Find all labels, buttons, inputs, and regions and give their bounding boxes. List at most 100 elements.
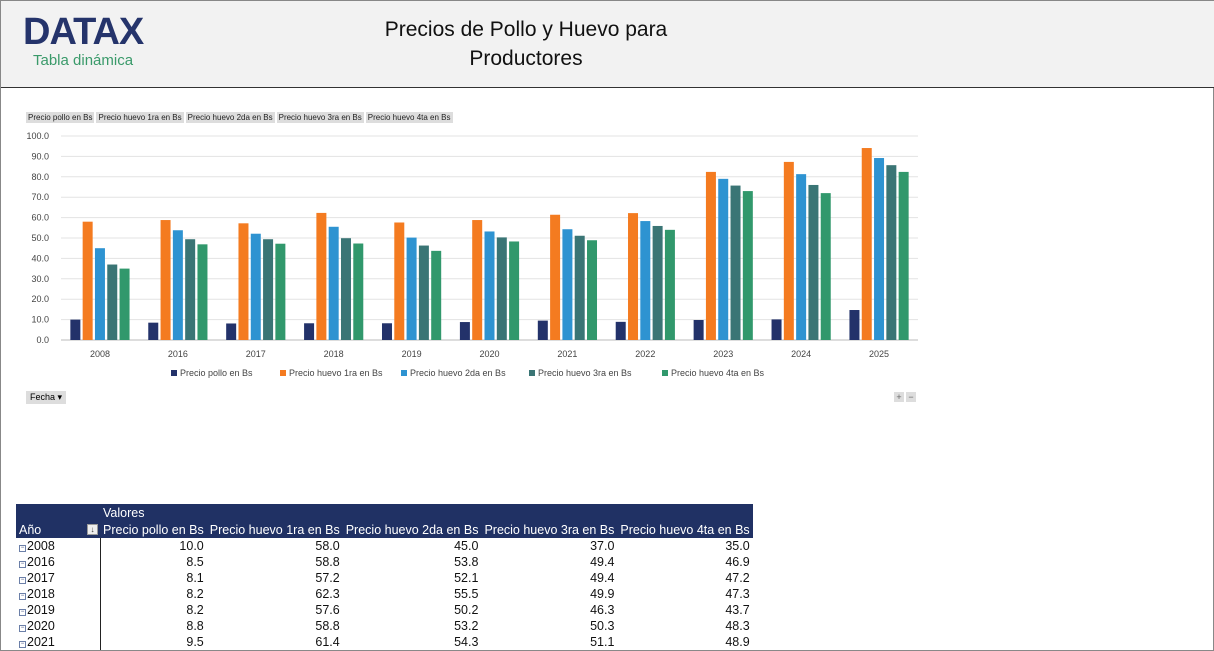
year-label: 2021 (27, 635, 55, 649)
filter-dropdown-icon[interactable]: ↓ (87, 524, 98, 535)
fecha-filter-button[interactable]: Fecha ▾ (26, 391, 67, 404)
legend-label: Precio pollo en Bs (180, 368, 253, 378)
value-cell: 54.3 (454, 635, 479, 649)
value-cell: 49.4 (590, 555, 615, 569)
collapse-button[interactable]: − (906, 392, 916, 402)
column-header: Precio huevo 2da en Bs (342, 521, 482, 538)
table-row: −2020 8.8 58.8 53.2 50.3 48.3 (16, 618, 753, 634)
field-button[interactable]: Precio pollo en Bs (26, 112, 95, 123)
column-header: Precio pollo en Bs (100, 521, 207, 538)
table-row: −2008 10.0 58.0 45.0 37.0 35.0 (16, 538, 753, 554)
expand-collapse-icon[interactable]: − (19, 625, 26, 632)
value-cell: 50.2 (454, 603, 479, 617)
row-header[interactable]: Año ↓ (16, 521, 100, 538)
bar (70, 319, 81, 340)
value-cell: 45.0 (454, 539, 479, 553)
value-cell: 51.1 (590, 635, 615, 649)
expand-collapse-icon[interactable]: − (19, 545, 26, 552)
x-tick-label: 2008 (90, 349, 110, 359)
field-button[interactable]: Precio huevo 1ra en Bs (96, 112, 184, 123)
value-cell: 8.2 (186, 603, 204, 617)
bar (381, 323, 392, 340)
value-cell: 37.0 (590, 539, 615, 553)
bar (275, 243, 286, 340)
legend-label: Precio huevo 2da en Bs (410, 368, 506, 378)
value-cell: 58.0 (315, 539, 340, 553)
year-label: 2018 (27, 587, 55, 601)
bar (304, 323, 315, 340)
value-cell: 55.5 (454, 587, 479, 601)
bar (226, 323, 237, 340)
bar (459, 322, 470, 340)
expand-button[interactable]: + (894, 392, 904, 402)
x-tick-label: 2021 (557, 349, 577, 359)
year-cell: −2019 (16, 602, 101, 618)
value-cell: 8.5 (186, 555, 204, 569)
bar (484, 231, 495, 340)
bar (796, 174, 807, 340)
bar (340, 238, 351, 340)
bar (119, 268, 130, 340)
table-row: −2017 8.1 57.2 52.1 49.4 47.2 (16, 570, 753, 586)
bar (197, 244, 208, 340)
x-tick-label: 2018 (324, 349, 344, 359)
value-cell: 8.2 (186, 587, 204, 601)
field-button[interactable]: Precio huevo 3ra en Bs (276, 112, 364, 123)
bar (550, 214, 561, 340)
year-label: 2016 (27, 555, 55, 569)
table-row: −2021 9.5 61.4 54.3 51.1 48.9 (16, 634, 753, 650)
value-cell: 58.8 (315, 619, 340, 633)
page-title: Precios de Pollo y Huevo para Productore… (384, 18, 668, 70)
bar (263, 239, 274, 340)
value-cell: 46.3 (590, 603, 615, 617)
x-tick-label: 2017 (246, 349, 266, 359)
year-label: 2008 (27, 539, 55, 553)
bar (562, 229, 573, 340)
bar (160, 220, 171, 340)
value-cell: 47.2 (725, 571, 750, 585)
column-header: Precio huevo 4ta en Bs (617, 521, 753, 538)
y-tick-label: 40.0 (31, 253, 49, 263)
header: DATAX Tabla dinámica Precios de Pollo y … (1, 1, 1214, 88)
expand-collapse-icon[interactable]: − (19, 577, 26, 584)
bar (107, 264, 118, 340)
year-cell: −2008 (16, 538, 101, 554)
y-tick-label: 0.0 (36, 335, 49, 345)
value-cell: 57.6 (315, 603, 340, 617)
bar (418, 245, 429, 340)
y-tick-label: 90.0 (31, 151, 49, 161)
bar (148, 322, 159, 340)
bar (587, 240, 598, 340)
bar (874, 158, 885, 340)
value-cell: 49.4 (590, 571, 615, 585)
bar (640, 221, 651, 340)
bar (628, 213, 639, 340)
column-header: Precio huevo 1ra en Bs (206, 521, 343, 538)
value-cell: 53.2 (454, 619, 479, 633)
field-button[interactable]: Precio huevo 2da en Bs (185, 112, 275, 123)
bar (250, 233, 261, 340)
value-cell: 43.7 (725, 603, 750, 617)
year-cell: −2021 (16, 634, 101, 650)
bar (238, 223, 249, 340)
legend-label: Precio huevo 3ra en Bs (538, 368, 632, 378)
expand-collapse-icon[interactable]: − (19, 561, 26, 568)
bar (509, 241, 520, 340)
pivot-table: Valores Año ↓ Precio pollo en Bs Precio hue… (16, 504, 753, 650)
bar (771, 319, 782, 340)
field-button[interactable]: Precio huevo 4ta en Bs (365, 112, 453, 123)
expand-collapse-icon[interactable]: − (19, 641, 26, 648)
legend-swatch (280, 370, 286, 376)
year-cell: −2020 (16, 618, 101, 634)
values-label: Valores (100, 504, 753, 521)
expand-collapse-icon[interactable]: − (19, 609, 26, 616)
legend-label: Precio huevo 1ra en Bs (289, 368, 383, 378)
value-cell: 48.9 (725, 635, 750, 649)
bar (652, 225, 663, 340)
value-cell: 46.9 (725, 555, 750, 569)
table-row: −2018 8.2 62.3 55.5 49.9 47.3 (16, 586, 753, 602)
bar (82, 221, 93, 340)
value-cell: 57.2 (315, 571, 340, 585)
expand-collapse-icon[interactable]: − (19, 593, 26, 600)
y-tick-label: 30.0 (31, 274, 49, 284)
